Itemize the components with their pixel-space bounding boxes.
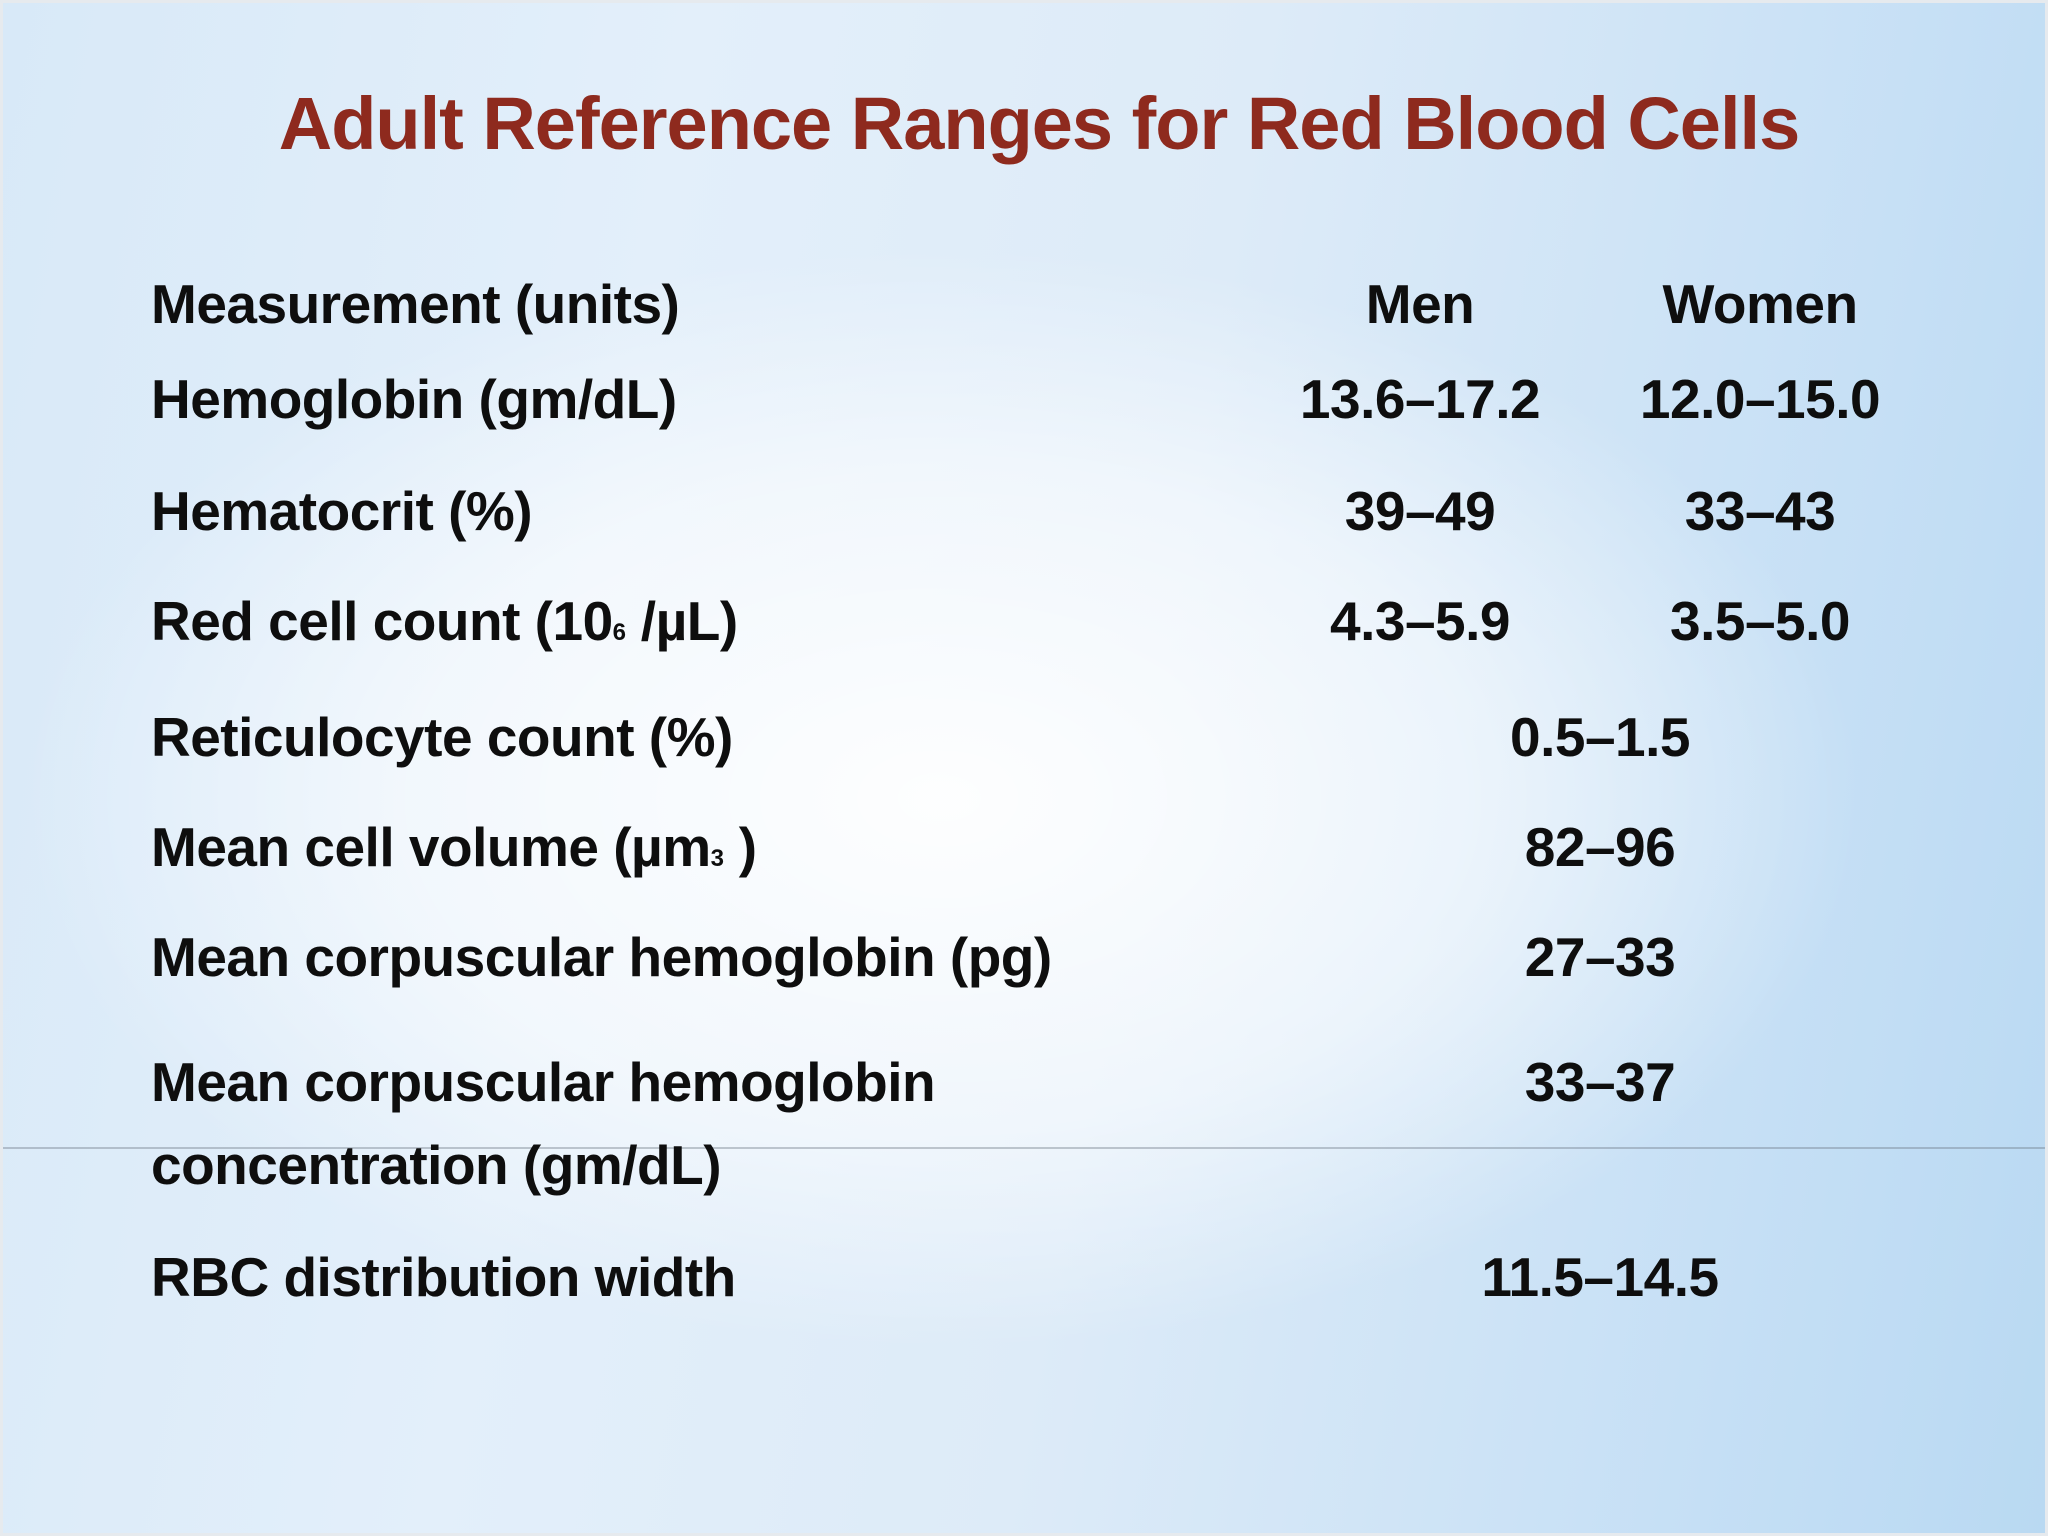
row-label: Red cell count (106 /µL) [151, 588, 1260, 666]
row-label-text: Red cell count (10 [151, 590, 613, 652]
shared-value: 11.5–14.5 [1481, 1246, 1719, 1308]
column-header-men: Men [1365, 273, 1475, 335]
row-label: Hemoglobin (gm/dL) [151, 368, 677, 430]
row-label: Mean cell volume (µm3 ) [151, 814, 1260, 892]
women-value: 3.5–5.0 [1669, 590, 1851, 652]
row-label-line2: concentration (gm/dL) [151, 1134, 722, 1196]
row-label: RBC distribution width [151, 1246, 736, 1308]
row-label-unit: /µL) [626, 590, 738, 652]
women-value: 33–43 [1684, 480, 1836, 542]
table-header-row: Measurement (units) Men Women [151, 271, 1940, 337]
row-label: Hematocrit (%) [151, 480, 533, 542]
column-header-measurement: Measurement (units) [151, 273, 680, 335]
exponent: 3 [710, 845, 724, 872]
table-row-red-cell-count: Red cell count (106 /µL) 4.3–5.9 3.5–5.0 [151, 588, 1940, 666]
row-label-unit: ) [724, 816, 757, 878]
shared-value: 33–37 [1524, 1051, 1676, 1113]
row-label-line1: Mean corpuscular hemoglobin [151, 1051, 936, 1113]
table-row-mean-cell-volume: Mean cell volume (µm3 ) 82–96 [151, 814, 1940, 892]
shared-value: 0.5–1.5 [1509, 706, 1691, 768]
table-row-mchc: Mean corpuscular hemoglobin concentratio… [151, 1041, 1940, 1207]
table-row-rbc-distribution-width: RBC distribution width 11.5–14.5 [151, 1244, 1940, 1310]
table-row-reticulocyte-count: Reticulocyte count (%) 0.5–1.5 [151, 704, 1940, 770]
row-label: Reticulocyte count (%) [151, 706, 733, 768]
shared-value: 82–96 [1524, 816, 1676, 878]
women-value: 12.0–15.0 [1639, 368, 1881, 430]
column-header-women: Women [1662, 273, 1858, 335]
row-label-text: Mean cell volume (µm [151, 816, 711, 878]
men-value: 4.3–5.9 [1329, 590, 1511, 652]
table-row-hemoglobin: Hemoglobin (gm/dL) 13.6–17.2 12.0–15.0 [151, 366, 1940, 432]
men-value: 13.6–17.2 [1299, 368, 1541, 430]
row-label: Mean corpuscular hemoglobin (pg) [151, 926, 1052, 988]
background-fold-line [3, 1147, 2045, 1149]
men-value: 39–49 [1344, 480, 1496, 542]
shared-value: 27–33 [1524, 926, 1676, 988]
row-label: Mean corpuscular hemoglobin concentratio… [151, 1041, 1260, 1207]
exponent: 6 [612, 619, 627, 646]
table-row-mch: Mean corpuscular hemoglobin (pg) 27–33 [151, 924, 1940, 990]
slide-title: Adult Reference Ranges for Red Blood Cel… [278, 82, 1801, 165]
table-row-hematocrit: Hematocrit (%) 39–49 33–43 [151, 478, 1940, 544]
